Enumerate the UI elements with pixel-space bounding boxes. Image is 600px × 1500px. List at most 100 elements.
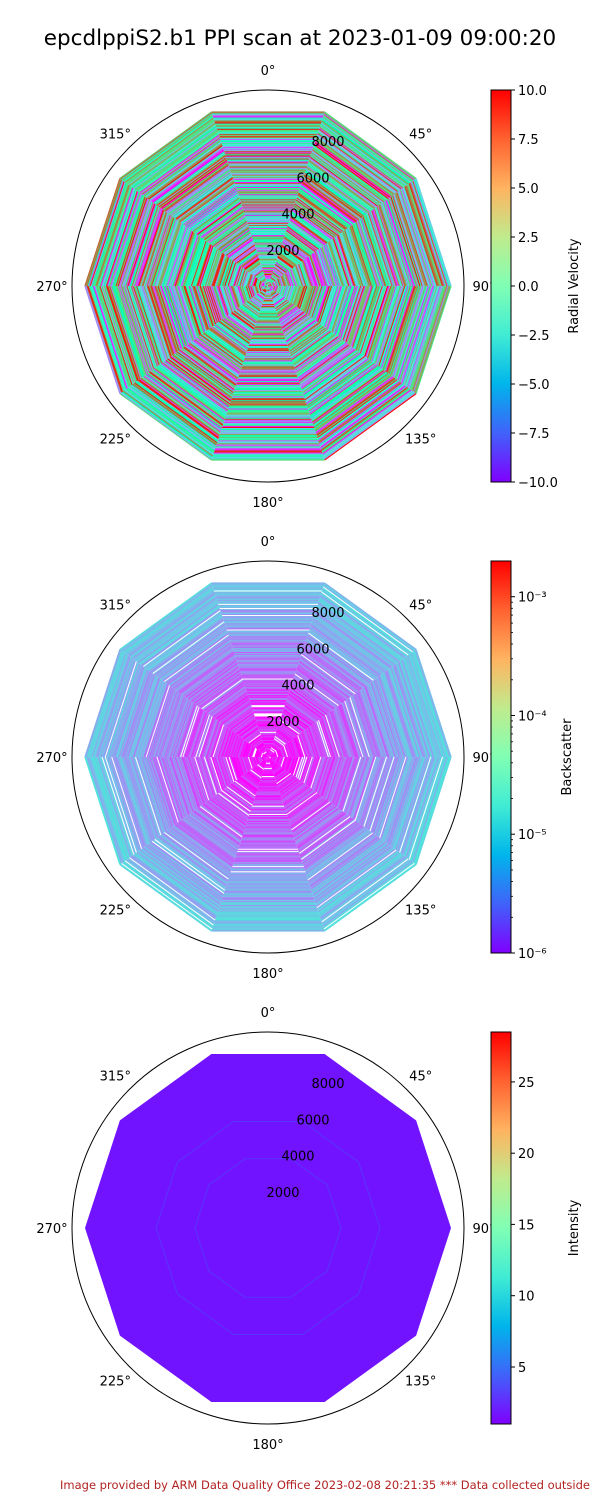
range-gate-segment [405,656,440,758]
range-gate-segment [163,633,229,682]
range-gate-segment [235,285,243,306]
range-gate-segment [291,802,332,832]
range-gate-segment [380,674,409,758]
range-gate-segment [98,285,132,386]
range-gate-segment [204,211,245,241]
range-gate-segment [215,726,227,758]
range-gate-segment [233,716,256,733]
range-gate-segment [397,662,430,758]
range-gate-segment [116,285,147,375]
range-gate-segment [335,236,353,287]
range-gate-segment [176,351,234,395]
range-gate-segment [124,389,214,455]
range-gate-segment [131,285,159,366]
range-gate-segment [170,356,232,402]
range-gate-segment [181,285,199,337]
range-gate-segment [304,827,366,873]
range-gate-segment [398,756,432,853]
range-gate-segment [372,209,399,287]
range-gate-segment [232,244,256,262]
range-gate-segment [280,309,302,326]
range-gate-segment [276,774,293,787]
range-gate-segment [180,654,236,695]
range-gate-segment [180,819,236,860]
range-gate-segment [305,169,367,216]
range-gate-segment [190,812,239,849]
range-gate-segment [188,285,206,333]
range-gate-segment [321,387,409,452]
range-gate-segment [317,380,400,442]
range-gate-segment [338,756,357,810]
range-gate-segment [324,715,340,758]
range-gate-segment [306,637,370,685]
range-gate-segment [124,285,153,371]
range-gate-segment [238,777,258,793]
range-gate-segment [256,279,260,287]
range-gate-segment [276,756,280,764]
range-gate-segment [305,756,317,786]
range-gate-segment [287,271,294,287]
range-gate-segment [160,363,228,413]
range-gate-segment [320,856,406,920]
range-gate-segment [296,756,306,779]
range-gate-segment [387,669,418,758]
range-gate-segment [171,756,192,814]
range-gate-segment [301,349,357,390]
range-gate-segment [281,242,305,260]
range-gate-segment [265,285,267,288]
range-gate-segment [288,756,295,773]
range-gate-segment [200,756,215,797]
range-gate-segment [273,296,284,304]
range-gate-segment [343,756,364,813]
range-gate-segment [285,319,316,342]
range-gate-segment [254,270,264,278]
range-gate-segment [275,300,289,311]
range-gate-segment [286,227,318,251]
range-gate-segment [379,204,408,287]
range-gate-segment [346,756,367,815]
range-gate-segment [307,162,373,211]
range-gate-segment [156,691,179,758]
range-gate-segment [304,642,366,688]
range-gate-segment [241,304,259,318]
range-gate-segment [281,713,305,731]
range-gate-segment [136,756,163,835]
range-gate-segment [269,285,272,289]
range-gate-segment [169,228,190,287]
range-gate-segment [170,642,232,688]
range-gate-segment [295,339,343,374]
range-gate-segment [370,285,397,362]
range-gate-segment [114,195,145,287]
range-gate-segment [243,727,260,740]
colorbar-radial-velocity: 10.07.55.02.50.0−2.5−5.0−7.5−10.0Radial … [490,84,582,491]
range-gate-segment [172,230,193,287]
range-gate-segment [131,125,217,188]
range-gate-segment [225,261,235,287]
range-gate-segment [299,756,309,781]
range-gate-segment [144,612,222,669]
range-gate-segment [362,285,386,356]
range-gate-segment [250,746,255,758]
range-gate-segment [296,197,344,233]
range-gate-segment [154,285,178,353]
range-gate-segment [223,285,233,313]
range-gate-segment [291,331,332,362]
range-gate-segment [299,816,352,855]
polar-frame [71,560,465,954]
range-gate-segment [377,205,406,287]
range-gate-segment [320,121,408,186]
range-gate-segment [206,213,246,243]
range-gate-segment [397,756,430,852]
range-gate-segment [217,226,250,250]
range-gate-segment [226,237,253,257]
range-gate-segment [280,246,302,263]
range-gate-segment [312,252,325,287]
range-gate-segment [151,756,175,826]
range-gate-segment [214,324,249,350]
range-gate-segment [202,679,244,711]
range-gate-segment [146,143,223,199]
range-gate-segment [100,285,134,385]
range-gate-segment [224,787,253,808]
range-gate-segment [330,756,347,803]
range-gate-segment [324,244,340,287]
